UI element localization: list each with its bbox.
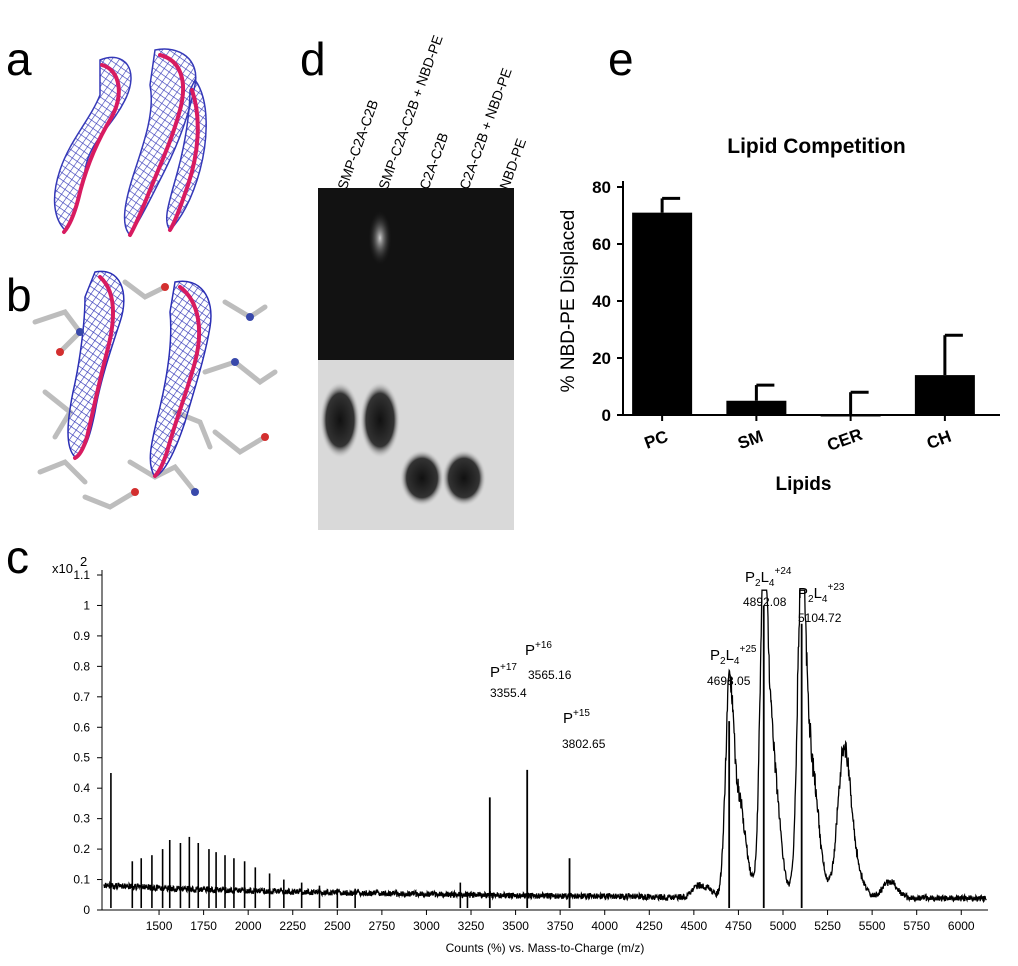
peak-value-label: 4698.05 xyxy=(707,674,751,688)
x-axis-label: Lipids xyxy=(776,474,832,495)
x-tick-label: 2750 xyxy=(369,919,396,933)
stick-model-b xyxy=(32,270,278,510)
bar-pc xyxy=(632,212,693,415)
panel-label-a: a xyxy=(6,33,32,85)
x-tick-label: 4750 xyxy=(725,919,752,933)
x-tick-label: 5250 xyxy=(814,919,841,933)
y-tick-label: 0 xyxy=(602,406,611,425)
y-tick-label: 60 xyxy=(592,235,611,254)
y-tick-label: 0.6 xyxy=(73,720,90,734)
panel-label-e: e xyxy=(608,33,634,85)
gel-lane-label: C2A-C2B xyxy=(416,130,452,192)
x-tick-label: 1750 xyxy=(190,919,217,933)
y-axis-label: % NBD-PE Displaced xyxy=(558,210,579,393)
y-tick-label: 40 xyxy=(592,292,611,311)
x-tick-label: 3250 xyxy=(458,919,485,933)
x-tick-label: 3750 xyxy=(547,919,574,933)
gel-fluorescence xyxy=(318,188,514,360)
y-tick-label: 0 xyxy=(83,903,90,917)
x-tick-label: 6000 xyxy=(948,919,975,933)
panel-label-c: c xyxy=(6,531,29,583)
x-tick-label: 2000 xyxy=(235,919,262,933)
x-tick-label: 2500 xyxy=(324,919,351,933)
y-tick-label: 0.8 xyxy=(73,659,90,673)
x-tick-label: 4250 xyxy=(636,919,663,933)
bar-sm xyxy=(726,400,787,415)
y-tick-label: 80 xyxy=(592,178,611,197)
x-tick-label: 1500 xyxy=(146,919,173,933)
gel-band xyxy=(400,450,444,506)
lipid-competition-chart: Lipid Competition 0 20 40 60 80 % NBD-PE Displ… xyxy=(558,135,1000,495)
peak-ion-label: P+16 xyxy=(525,640,552,659)
y-tick-label: 0.4 xyxy=(73,781,90,795)
y-tick-label: 1.1 xyxy=(73,568,90,582)
panel-label-d: d xyxy=(300,33,326,85)
gel-image xyxy=(318,188,514,530)
x-tick-label: 4500 xyxy=(681,919,708,933)
x-tick-label: SM xyxy=(735,427,765,454)
x-axis-label: Counts (%) vs. Mass-to-Charge (m/z) xyxy=(446,941,645,955)
x-tick-label: 5750 xyxy=(903,919,930,933)
gel-lane-label: SMP-C2A-C2B xyxy=(334,97,382,192)
peak-ion-label: P2L4+25 xyxy=(710,644,757,667)
peak-ion-label: P+15 xyxy=(563,708,590,727)
x-tick-label: 3000 xyxy=(413,919,440,933)
x-tick-label: PC xyxy=(642,427,671,453)
y-tick-label: 1 xyxy=(83,598,90,612)
y-tick-label: 0.3 xyxy=(73,812,90,826)
y-tick-label: 0.9 xyxy=(73,629,90,643)
spectrum-trace xyxy=(103,589,987,904)
gel-fluor-band xyxy=(368,210,392,266)
gel-band xyxy=(320,382,360,458)
chart-title: Lipid Competition xyxy=(727,135,905,158)
bar-ch xyxy=(914,375,975,415)
y-tick-label: 0.2 xyxy=(73,842,90,856)
gel-band xyxy=(360,382,400,458)
gel-lane-label: NBD-PE xyxy=(496,136,530,192)
peak-value-label: 3802.65 xyxy=(562,737,606,751)
y-multiplier-exponent: 2 xyxy=(80,554,87,569)
peak-ion-label: P2L4+23 xyxy=(798,582,845,605)
x-tick-label: CH xyxy=(924,427,954,453)
mass-spectrum-chart: x10 2 0 0.1 0.2 0.3 0.4 0.5 0.6 0.7 0.8 0.9 1 1.1 1500… xyxy=(52,554,988,955)
gel-band xyxy=(442,450,486,506)
x-tick-label: 5000 xyxy=(770,919,797,933)
y-tick-label: 20 xyxy=(592,349,611,368)
gel-lane-labels: SMP-C2A-C2B SMP-C2A-C2B + NBD-PE C2A-C2B… xyxy=(318,33,529,192)
x-tick-label: 3500 xyxy=(502,919,529,933)
gel-panel: SMP-C2A-C2B SMP-C2A-C2B + NBD-PE C2A-C2B… xyxy=(318,33,529,530)
peak-ion-label: P+17 xyxy=(490,662,517,681)
density-map-a xyxy=(53,48,207,237)
peak-value-label: 5104.72 xyxy=(798,611,842,625)
y-multiplier: x10 xyxy=(52,561,73,576)
y-tick-label: 0.7 xyxy=(73,690,90,704)
peak-ion-label: P2L4+24 xyxy=(745,566,792,589)
peak-value-label: 3565.16 xyxy=(528,668,572,682)
x-tick-label: CER xyxy=(825,425,865,455)
x-tick-label: 2250 xyxy=(279,919,306,933)
y-tick-label: 0.5 xyxy=(73,751,90,765)
peak-value-label: 4892.08 xyxy=(743,595,787,609)
panel-label-b: b xyxy=(6,269,32,321)
y-tick-label: 0.1 xyxy=(73,873,90,887)
x-tick-label: 5500 xyxy=(859,919,886,933)
peak-value-label: 3355.4 xyxy=(490,686,527,700)
x-tick-label: 4000 xyxy=(591,919,618,933)
